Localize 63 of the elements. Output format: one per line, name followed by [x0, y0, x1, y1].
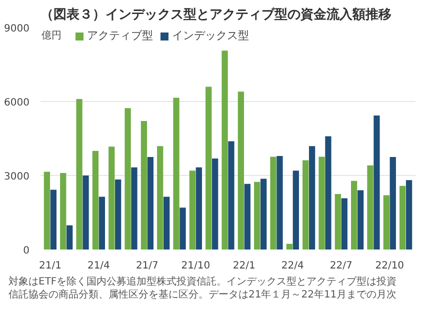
- y-tick-label: 0: [23, 246, 30, 256]
- chart-title: （図表３）インデックス型とアクティブ型の資金流入額推移: [40, 6, 392, 22]
- bar: [140, 120, 148, 250]
- y-tick-label: 3000: [4, 172, 30, 182]
- bar: [390, 157, 396, 250]
- bar: [357, 190, 364, 250]
- bar: [400, 186, 406, 250]
- bar: [108, 146, 115, 250]
- bar: [406, 180, 412, 250]
- x-tick-label: 21/4: [87, 260, 110, 272]
- y-tick-label: 9000: [4, 24, 30, 34]
- bar: [367, 165, 374, 250]
- bar: [334, 194, 341, 250]
- bar: [212, 158, 218, 250]
- bar: [260, 178, 267, 250]
- x-tick-label: 22/4: [281, 260, 304, 272]
- bar: [374, 116, 380, 250]
- bar: [206, 86, 212, 250]
- bar: [131, 167, 138, 250]
- legend-label: アクティブ型: [87, 28, 153, 43]
- bar: [276, 156, 283, 250]
- bar: [124, 108, 131, 250]
- x-tick-label: 21/1: [38, 260, 62, 272]
- bar: [164, 196, 170, 250]
- bar: [76, 99, 82, 250]
- x-tick-label: 21/7: [136, 260, 158, 272]
- y-tick-label: 6000: [4, 98, 30, 108]
- x-tick-label: 22/1: [232, 260, 256, 272]
- bar: [302, 160, 309, 250]
- bar: [60, 173, 66, 250]
- bar: [66, 225, 73, 250]
- bar: [325, 136, 332, 250]
- bar: [292, 170, 299, 250]
- bar: [82, 176, 89, 250]
- bar: [341, 198, 348, 250]
- bar: [115, 179, 122, 250]
- x-tick-label: 22/7: [330, 260, 352, 272]
- bar: [270, 156, 276, 250]
- legend-label: インデックス型: [172, 28, 249, 43]
- bar: [180, 208, 186, 250]
- bar: [286, 244, 292, 250]
- x-tick-label: 21/10: [181, 260, 210, 272]
- y-axis-title: 億円: [42, 30, 62, 42]
- bar: [308, 146, 316, 250]
- bar: [189, 170, 196, 250]
- bar: [222, 50, 228, 250]
- bar: [318, 156, 325, 250]
- bar: [196, 167, 202, 250]
- bar: [157, 146, 164, 250]
- bar: [383, 195, 390, 250]
- bar: [351, 180, 358, 250]
- bar: [50, 190, 56, 250]
- bar: [98, 196, 105, 250]
- bar: [244, 184, 250, 250]
- x-tick-label: 22/10: [375, 260, 404, 272]
- bar: [238, 92, 244, 250]
- bar: [44, 172, 50, 250]
- bar: [254, 182, 260, 250]
- bar: [228, 141, 234, 250]
- text: 対象はETFを除く国内公募追加型株式投資信託。インデックス型とアクティブ型は投資信託協会の商品分類、属性区分を基に区分。データは21年１月～22年11月までの月次: [8, 276, 397, 300]
- bar: [92, 150, 99, 250]
- bar: [173, 98, 180, 250]
- bar: [147, 157, 154, 250]
